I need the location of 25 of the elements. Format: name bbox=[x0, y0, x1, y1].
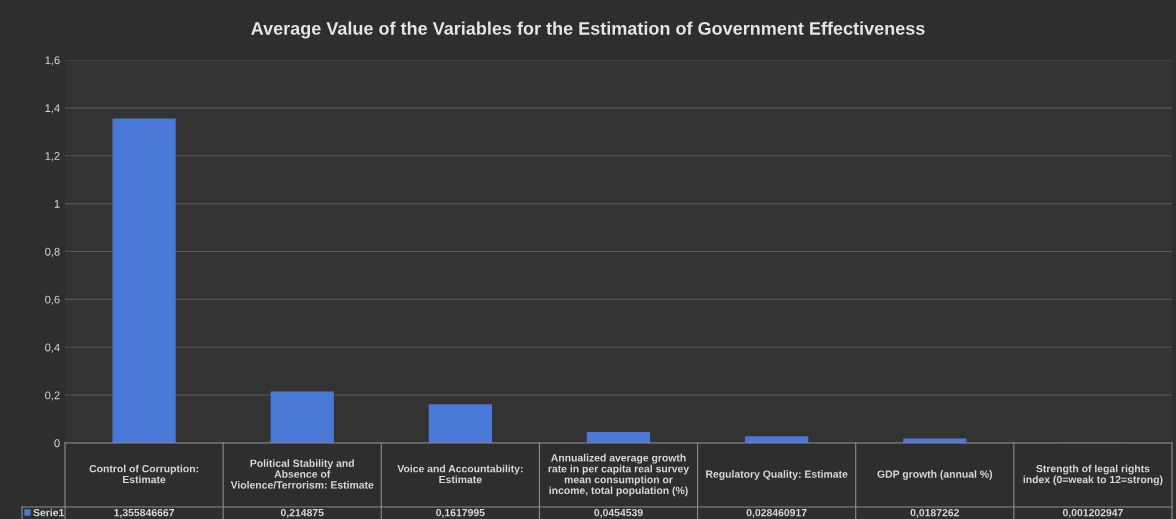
y-tick-label: 0 bbox=[54, 439, 60, 448]
data-label: 0,1617995 bbox=[436, 508, 485, 518]
x-tick-label: GDP growth (annual %) bbox=[877, 470, 993, 480]
data-label: 1,355846667 bbox=[114, 508, 175, 518]
x-tick-label: Annualized average growth rate in per capita real survey mean consumption or income, total population (%) bbox=[548, 453, 690, 497]
x-tick-label: Strength of legal rights index (0=weak to 12=strong) bbox=[1023, 464, 1163, 486]
chart-title: Average Value of the Variables for the Estimation of Government Effectiveness bbox=[251, 21, 925, 39]
y-tick-label: 1,4 bbox=[45, 104, 60, 114]
y-tick-label: 1,6 bbox=[45, 56, 60, 66]
x-tick-label: Voice and Accountability: Estimate bbox=[397, 464, 523, 484]
legend-label: Serie1 bbox=[33, 508, 64, 517]
data-label: 0,028460917 bbox=[746, 508, 807, 518]
y-tick-label: 0,8 bbox=[45, 247, 60, 257]
y-tick-label: 1,2 bbox=[45, 152, 60, 162]
x-tick-label: Political Stability and Absence of Violence/Terrorism: Estimate bbox=[230, 459, 374, 489]
y-tick-label: 1 bbox=[54, 200, 60, 208]
x-tick-label: Regulatory Quality: Estimate bbox=[706, 470, 848, 480]
y-tick-label: 0,4 bbox=[45, 343, 60, 353]
data-label: 0,0454539 bbox=[594, 508, 643, 518]
data-label: 0,001202947 bbox=[1062, 508, 1123, 518]
data-label: 0,214875 bbox=[280, 508, 324, 518]
y-tick-label: 0,2 bbox=[45, 391, 60, 401]
x-tick-label: Control of Corruption: Estimate bbox=[89, 464, 199, 484]
y-tick-label: 0,6 bbox=[45, 295, 60, 305]
data-label: 0,0187262 bbox=[910, 508, 959, 518]
